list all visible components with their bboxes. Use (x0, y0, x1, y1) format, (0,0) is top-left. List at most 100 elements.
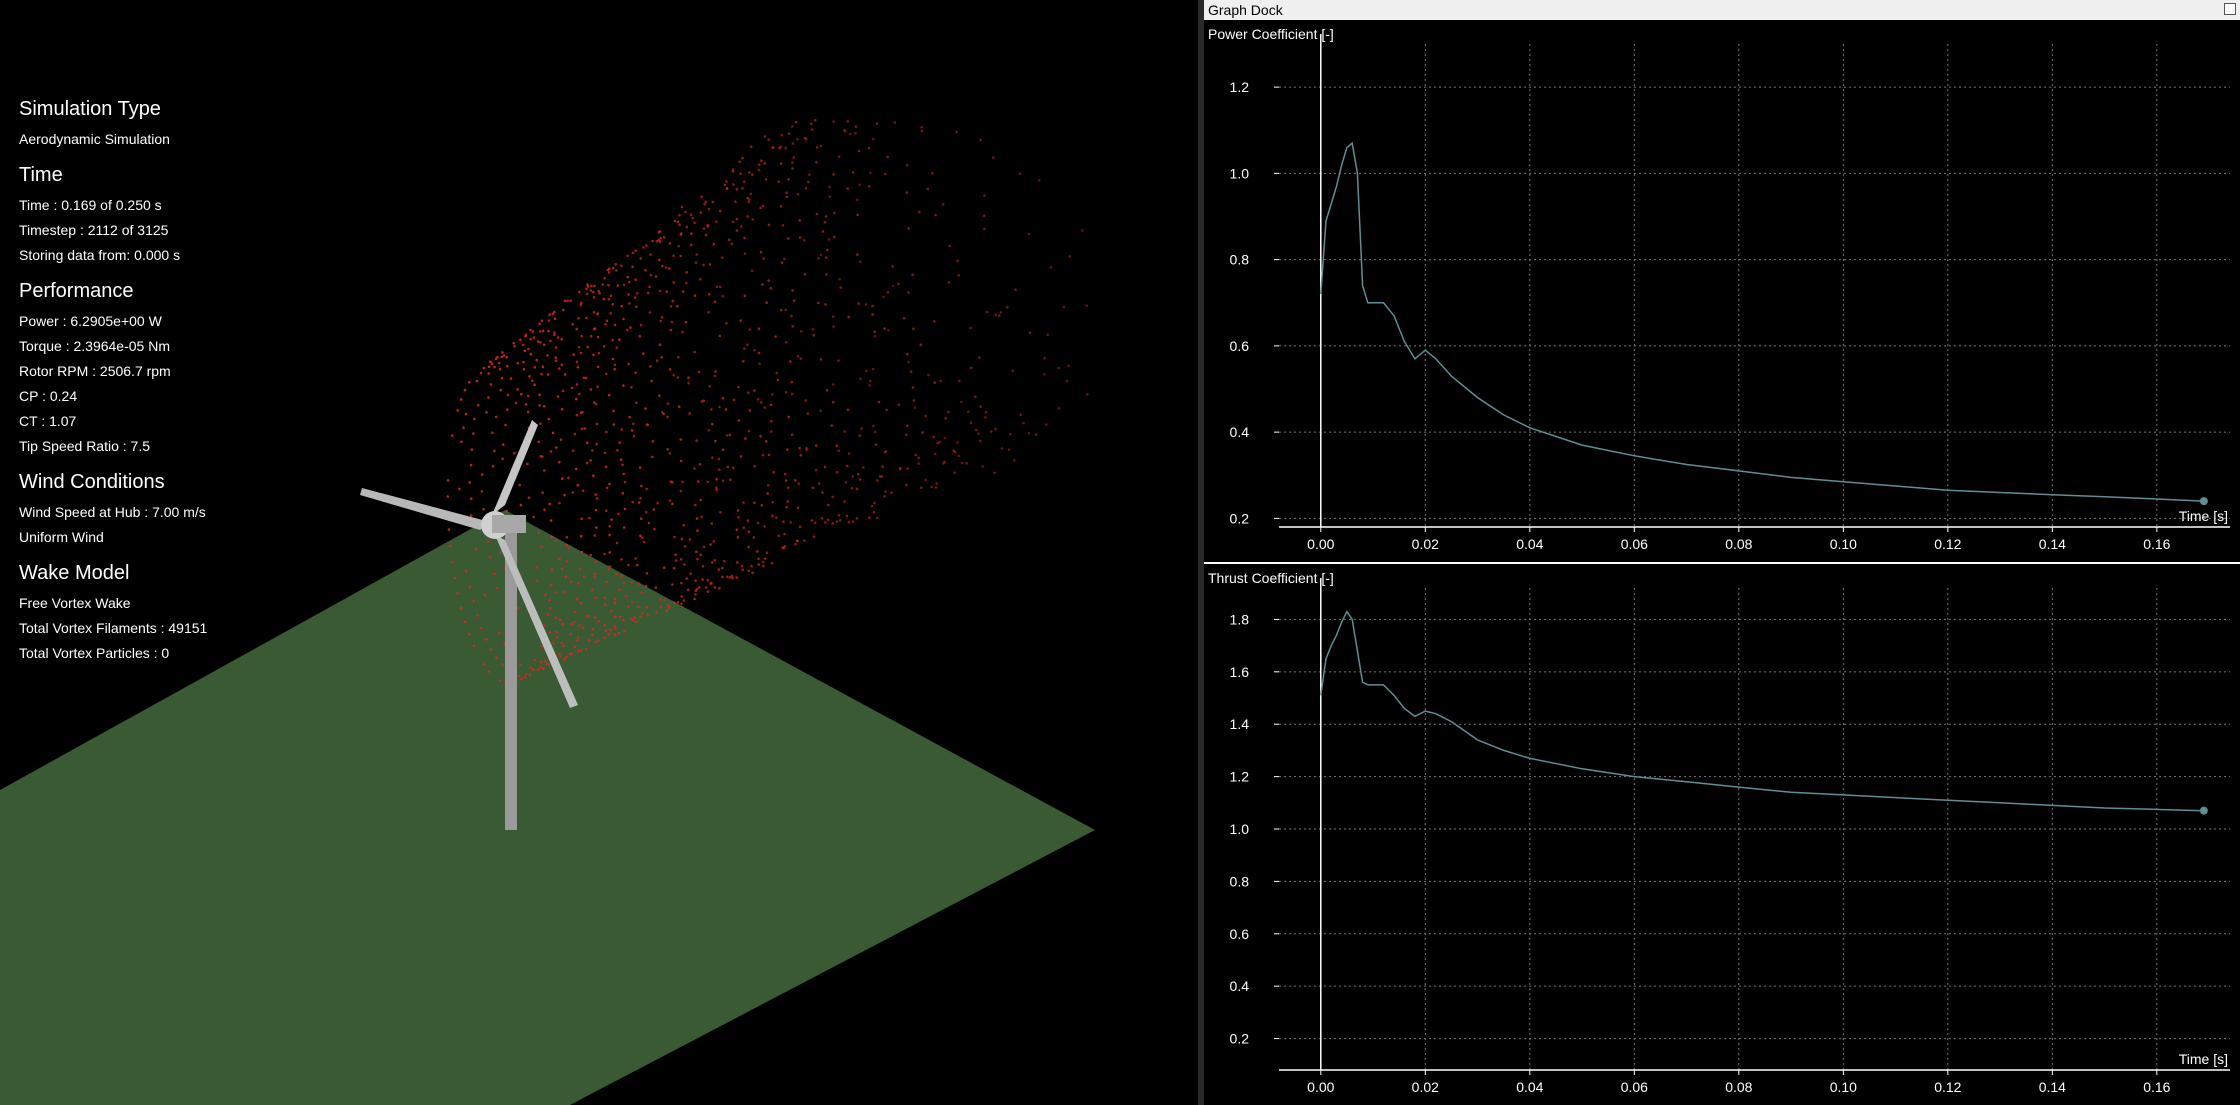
wake-particle (613, 597, 617, 601)
wake-particle (613, 363, 617, 367)
wake-particle (535, 566, 538, 569)
wake-particle (498, 367, 502, 371)
wake-particle (662, 566, 666, 569)
wake-particle (607, 567, 611, 571)
wake-particle (576, 636, 580, 639)
wake-particle (563, 493, 566, 497)
wake-particle (459, 606, 463, 610)
wake-particle (597, 289, 600, 293)
wake-particle (570, 580, 573, 584)
wake-particle (715, 477, 718, 481)
wake-particle (493, 449, 496, 453)
wake-particle (676, 600, 680, 604)
wake-particle (634, 557, 637, 560)
wake-particle (621, 463, 624, 467)
wake-particle (867, 146, 871, 150)
wake-particle (886, 291, 890, 294)
wake-particle (932, 435, 936, 439)
wake-particle (969, 366, 973, 370)
wake-particle (683, 563, 686, 566)
thrust-coefficient-plot[interactable]: 0.00 0.02 0.04 0.06 0.08 0.10 0.12 0.14 0.16 0.2 0… (1204, 564, 2240, 1105)
turbine-scene[interactable] (0, 0, 1198, 1105)
wake-particle (659, 605, 663, 609)
wake-particle (844, 481, 848, 484)
wake-particle (524, 403, 528, 406)
wake-particle (554, 359, 558, 363)
y-tick-label: 0.4 (1230, 424, 1250, 440)
wake-particle (936, 441, 939, 445)
wake-particle (874, 443, 878, 446)
wake-particle (573, 645, 577, 649)
wake-particle (633, 296, 637, 299)
wake-particle (555, 591, 558, 594)
wake-particle (674, 553, 677, 556)
wake-particle (501, 351, 504, 354)
wake-particle (883, 327, 886, 330)
wake-particle (456, 409, 460, 412)
wake-particle (590, 588, 594, 592)
wake-particle (634, 305, 638, 309)
wake-particle (743, 347, 746, 350)
wake-particle (794, 479, 797, 482)
wake-particle (594, 508, 598, 512)
x-tick-label: 0.10 (1830, 1079, 1857, 1095)
wake-particle (578, 290, 581, 294)
wake-particle (851, 475, 855, 478)
wake-particle (905, 164, 909, 167)
wake-particle (618, 338, 621, 341)
wake-particle (715, 488, 718, 492)
wake-particle (543, 624, 546, 627)
wake-particle (640, 591, 644, 594)
wake-particle (701, 578, 704, 581)
wake-particle (1062, 305, 1066, 309)
wake-particle (623, 480, 627, 484)
wake-particle (598, 291, 601, 295)
wake-particle (714, 370, 717, 373)
wake-particle (748, 328, 752, 331)
wake-particle (546, 354, 549, 357)
wake-particle (655, 611, 658, 614)
splitter-handle[interactable] (1198, 0, 1204, 1105)
wake-particle (472, 599, 476, 603)
blade-left (360, 488, 490, 530)
wake-particle (730, 574, 734, 578)
wake-particle (609, 628, 612, 632)
wake-particle (604, 509, 608, 512)
wake-particle (779, 205, 783, 208)
wake-particle (724, 408, 728, 411)
wake-particle (540, 545, 543, 549)
wake-particle (707, 429, 711, 432)
dock-float-icon[interactable] (2224, 3, 2236, 15)
power-coefficient-graph[interactable]: Power Coefficient [-] 0.00 0.02 0.04 0.06 0.… (1204, 20, 2240, 564)
x-tick-label: 0.04 (1516, 1079, 1543, 1095)
wake-particle (978, 356, 981, 359)
wake-particle (680, 205, 684, 209)
wake-particle (499, 388, 503, 392)
wake-particle (728, 433, 732, 437)
wake-particle (737, 515, 740, 519)
wake-particle (700, 515, 703, 519)
wake-particle (585, 316, 588, 320)
wake-particle (603, 552, 606, 556)
wake-particle (644, 584, 648, 588)
wake-particle (621, 491, 625, 495)
wake-particle (1000, 447, 1004, 450)
wake-particle (596, 365, 600, 369)
wake-particle (747, 545, 750, 549)
wake-particle (680, 602, 683, 606)
wake-particle (835, 470, 839, 474)
wake-particle (911, 273, 914, 277)
wake-particle (858, 260, 862, 264)
wake-particle (647, 521, 651, 525)
wake-particle (627, 293, 630, 296)
thrust-coefficient-graph[interactable]: Thrust Coefficient [-] 0.00 0.02 0.04 0.06 0… (1204, 564, 2240, 1105)
wake-particle (639, 517, 643, 520)
wake-particle (627, 563, 630, 567)
wake-particle (871, 304, 874, 308)
wake-particle (736, 535, 740, 539)
wake-particle (689, 572, 692, 575)
3d-viewport[interactable]: Simulation Type Aerodynamic Simulation Tim… (0, 0, 1198, 1105)
power-coefficient-plot[interactable]: 0.00 0.02 0.04 0.06 0.08 0.10 0.12 0.14 0.16 0.2 0… (1204, 20, 2240, 562)
wake-particle (554, 346, 558, 349)
graph-dock-titlebar[interactable]: Graph Dock (1204, 0, 2240, 20)
